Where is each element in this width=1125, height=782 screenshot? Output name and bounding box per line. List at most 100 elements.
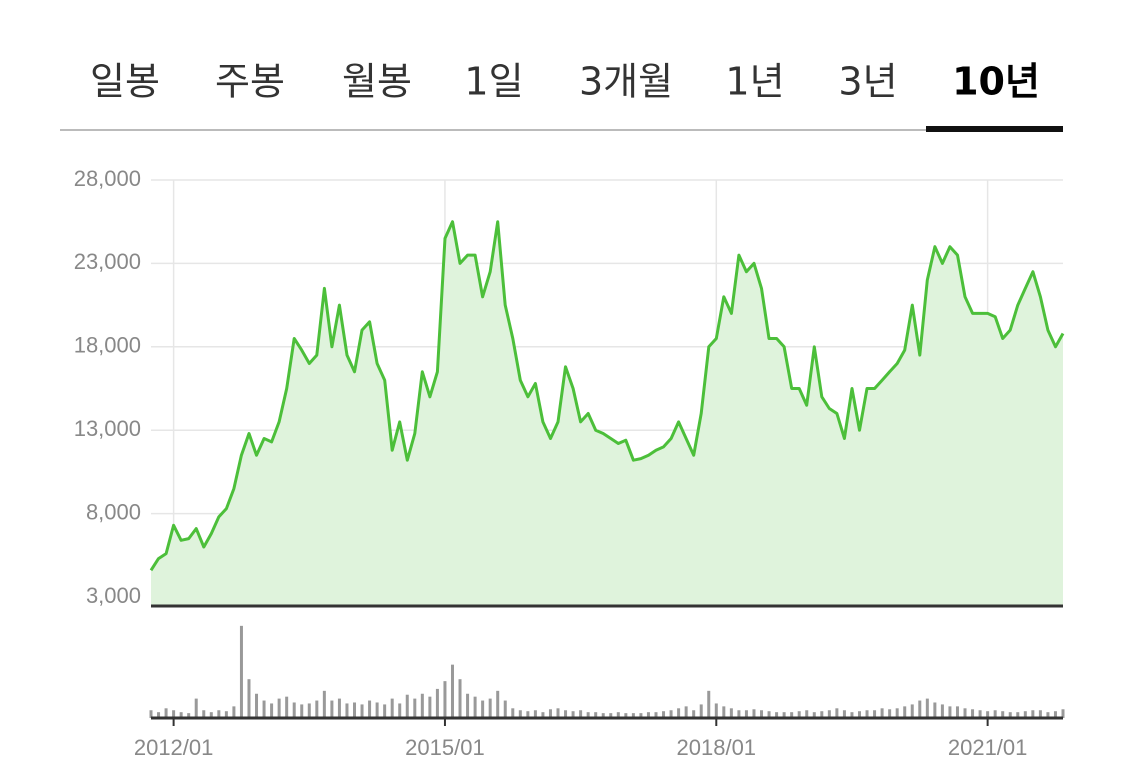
volume-bar <box>842 710 846 718</box>
volume-bar <box>586 712 590 718</box>
volume-bar <box>232 706 236 718</box>
volume-bar <box>443 681 447 718</box>
volume-bar <box>631 713 635 718</box>
volume-bar <box>669 710 673 718</box>
volume-bar <box>880 708 884 718</box>
volume-bar <box>564 710 568 718</box>
volume-bar <box>616 712 620 718</box>
volume-bar <box>368 700 372 718</box>
volume-bar <box>729 708 733 718</box>
x-tick-label: 2021/01 <box>948 735 1028 760</box>
volume-bar <box>910 704 914 718</box>
volume-bar <box>511 708 515 718</box>
volume-bar <box>744 710 748 718</box>
volume-bar <box>209 712 213 718</box>
volume-bar <box>865 710 869 718</box>
volume-bar <box>805 710 809 718</box>
volume-bar <box>903 706 907 718</box>
tab[interactable]: 3개월 <box>579 60 673 104</box>
volume-bar <box>639 713 643 718</box>
volume-bar <box>292 702 296 718</box>
volume-bar <box>993 710 997 718</box>
volume-bar <box>850 712 854 718</box>
price-chart: 3,000 8,000 13,000 18,000 23,000 28,000 <box>74 166 1065 608</box>
volume-bar <box>601 713 605 718</box>
tab[interactable]: 주봉 <box>215 60 285 104</box>
volume-bar <box>217 710 221 718</box>
volume-bar <box>360 704 364 718</box>
volume-bar <box>398 703 402 718</box>
volume-bar <box>194 698 198 718</box>
volume-bar <box>526 711 530 718</box>
tab[interactable]: 1일 <box>464 60 523 104</box>
volume-bar <box>767 711 771 718</box>
volume-bar <box>1046 712 1050 718</box>
volume-bar <box>955 706 959 718</box>
volume-bar <box>353 702 357 718</box>
volume-bar <box>420 693 424 718</box>
volume-bar <box>458 679 462 718</box>
volume-bar <box>873 710 877 718</box>
volume-bar <box>157 712 161 718</box>
volume-bar <box>262 700 266 718</box>
volume-bar <box>707 690 711 718</box>
tab[interactable]: 일봉 <box>90 60 160 104</box>
volume-bar <box>255 693 259 718</box>
volume-bar <box>405 694 409 718</box>
volume-bar <box>692 710 696 718</box>
volume-bar <box>925 698 929 718</box>
tab[interactable]: 월봉 <box>342 60 412 104</box>
volume-bar <box>179 712 183 718</box>
price-line <box>149 220 1065 572</box>
volume-bar <box>752 709 756 718</box>
x-tick-label: 2012/01 <box>134 735 214 760</box>
volume-bar <box>677 708 681 718</box>
volume-bar <box>277 698 281 718</box>
volume-bar <box>224 711 228 718</box>
volume-bar <box>239 625 243 718</box>
volume-bar <box>737 710 741 718</box>
volume-bar <box>684 706 688 718</box>
volume-bar <box>435 688 439 718</box>
volume-bar <box>1001 711 1005 718</box>
volume-bar <box>654 712 658 718</box>
tab[interactable]: 10년 <box>952 60 1040 104</box>
volume-bar <box>428 696 432 718</box>
x-tick-label: 2018/01 <box>677 735 757 760</box>
volume-bar <box>812 712 816 718</box>
volume-bar <box>556 708 560 718</box>
volume-bar <box>963 708 967 718</box>
volume-bar <box>149 710 153 718</box>
volume-bar <box>307 703 311 718</box>
volume-bar <box>1061 709 1065 718</box>
volume-bar <box>488 698 492 718</box>
volume-bar <box>797 711 801 718</box>
x-tick-label: 2015/01 <box>405 735 485 760</box>
volume-bar <box>337 698 341 718</box>
volume-bar <box>533 710 537 718</box>
volume-bar <box>918 700 922 718</box>
volume-bar <box>270 703 274 718</box>
volume-bar <box>594 712 598 718</box>
volume-bar <box>413 698 417 718</box>
volume-bar <box>782 712 786 718</box>
volume-bar <box>699 704 703 718</box>
volume-bar <box>450 664 454 718</box>
tab-selected-indicator <box>926 126 1063 132</box>
volume-bar <box>473 696 477 718</box>
volume-bar <box>503 700 507 718</box>
tab-bar: 일봉 주봉 월봉 1일 3개월 1년 3년 10년 <box>90 60 1063 132</box>
volume-bar <box>624 713 628 718</box>
volume-bar <box>1023 711 1027 718</box>
volume-bar <box>609 713 613 718</box>
volume-bar <box>646 712 650 718</box>
tab[interactable]: 3년 <box>838 60 897 104</box>
y-tick-label: 13,000 <box>74 416 141 441</box>
volume-bar <box>481 700 485 718</box>
volume-bar <box>948 706 952 718</box>
volume-bar <box>1008 712 1012 718</box>
tab[interactable]: 1년 <box>725 60 784 104</box>
volume-bar <box>390 698 394 718</box>
volume-bar <box>202 710 206 718</box>
